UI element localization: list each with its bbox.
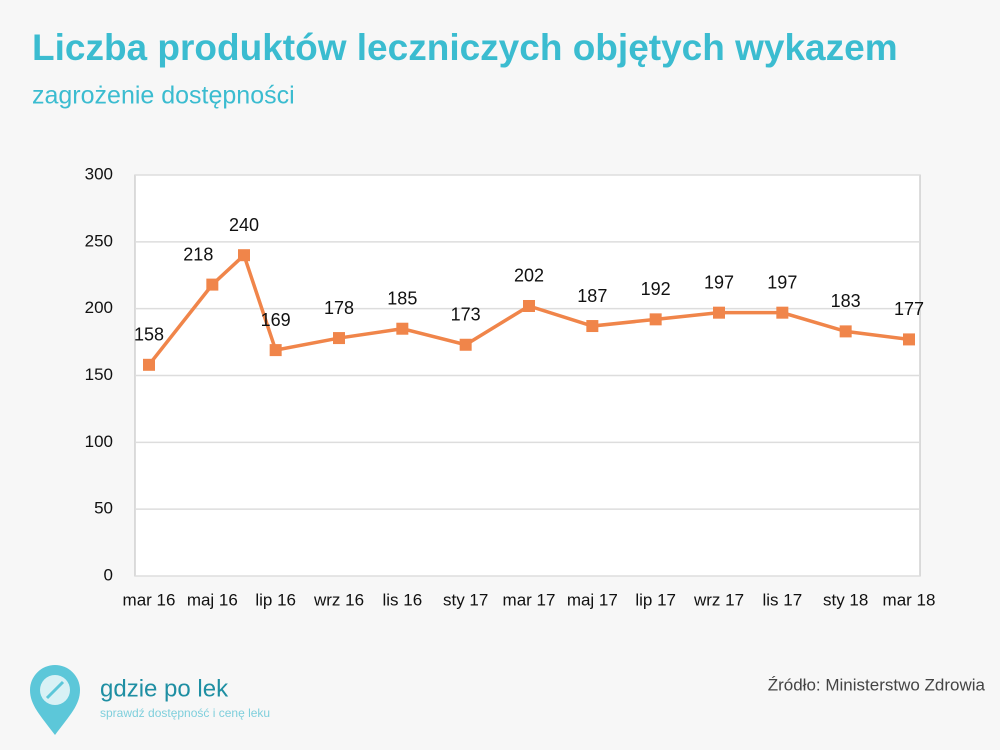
- marker: [333, 332, 345, 345]
- marker: [143, 358, 155, 371]
- x-tick-label: lis 16: [382, 590, 422, 609]
- marker: [269, 344, 282, 357]
- logo-tagline: sprawdź dostępność i cenę leku: [100, 706, 270, 720]
- value-label: 202: [514, 266, 544, 286]
- value-label: 197: [704, 272, 734, 292]
- x-tick-label: mar 16: [123, 590, 176, 609]
- value-label: 177: [894, 299, 924, 319]
- marker: [238, 249, 250, 262]
- x-tick-label: mar 18: [883, 590, 936, 609]
- logo-pill-line: [45, 680, 65, 700]
- y-tick-label: 200: [85, 298, 113, 317]
- value-label: 158: [134, 325, 164, 345]
- y-tick-label: 250: [85, 231, 113, 250]
- value-label: 187: [577, 286, 607, 306]
- marker: [206, 278, 219, 291]
- logo: [30, 665, 80, 735]
- value-label: 183: [831, 291, 861, 311]
- value-label: 240: [229, 215, 259, 235]
- value-label: 185: [387, 288, 417, 308]
- x-tick-label: lip 16: [255, 590, 296, 609]
- marker: [839, 325, 852, 338]
- x-tick-label: lip 17: [635, 590, 676, 609]
- x-tick-label: wrz 16: [313, 590, 364, 609]
- x-tick-label: maj 17: [567, 590, 618, 609]
- value-label: 218: [183, 244, 213, 264]
- marker: [649, 313, 662, 326]
- line: [147, 252, 910, 366]
- y-tick-label: 300: [85, 164, 113, 183]
- marker: [776, 306, 789, 319]
- x-tick-label: wrz 17: [693, 590, 744, 609]
- value-label: 169: [261, 310, 291, 330]
- marker: [523, 299, 535, 312]
- value-label: 192: [641, 279, 671, 299]
- x-tick-label: maj 16: [187, 590, 238, 609]
- x-tick-label: mar 17: [503, 590, 556, 609]
- value-label: 197: [767, 272, 797, 292]
- chart-title: Liczba produktów leczniczych objętych wy…: [32, 27, 898, 68]
- marker: [903, 333, 915, 346]
- x-tick-label: sty 18: [823, 590, 868, 609]
- value-label: 178: [324, 298, 354, 318]
- marker: [586, 320, 599, 333]
- marker: [396, 322, 409, 335]
- logo-name: gdzie po lek: [100, 675, 229, 702]
- marker: [459, 338, 472, 351]
- marker: [713, 306, 725, 319]
- y-tick-label: 50: [94, 499, 113, 518]
- source: Źródło: Ministerstwo Zdrowia: [768, 675, 986, 694]
- chart-subtitle: zagrożenie dostępności: [32, 82, 295, 110]
- y-tick-label: 100: [85, 432, 113, 451]
- y-tick-label: 150: [85, 365, 113, 384]
- x-tick-label: lis 17: [762, 590, 802, 609]
- y-tick-label: 0: [104, 565, 113, 584]
- x-tick-label: sty 17: [443, 590, 488, 609]
- value-label: 173: [451, 305, 481, 325]
